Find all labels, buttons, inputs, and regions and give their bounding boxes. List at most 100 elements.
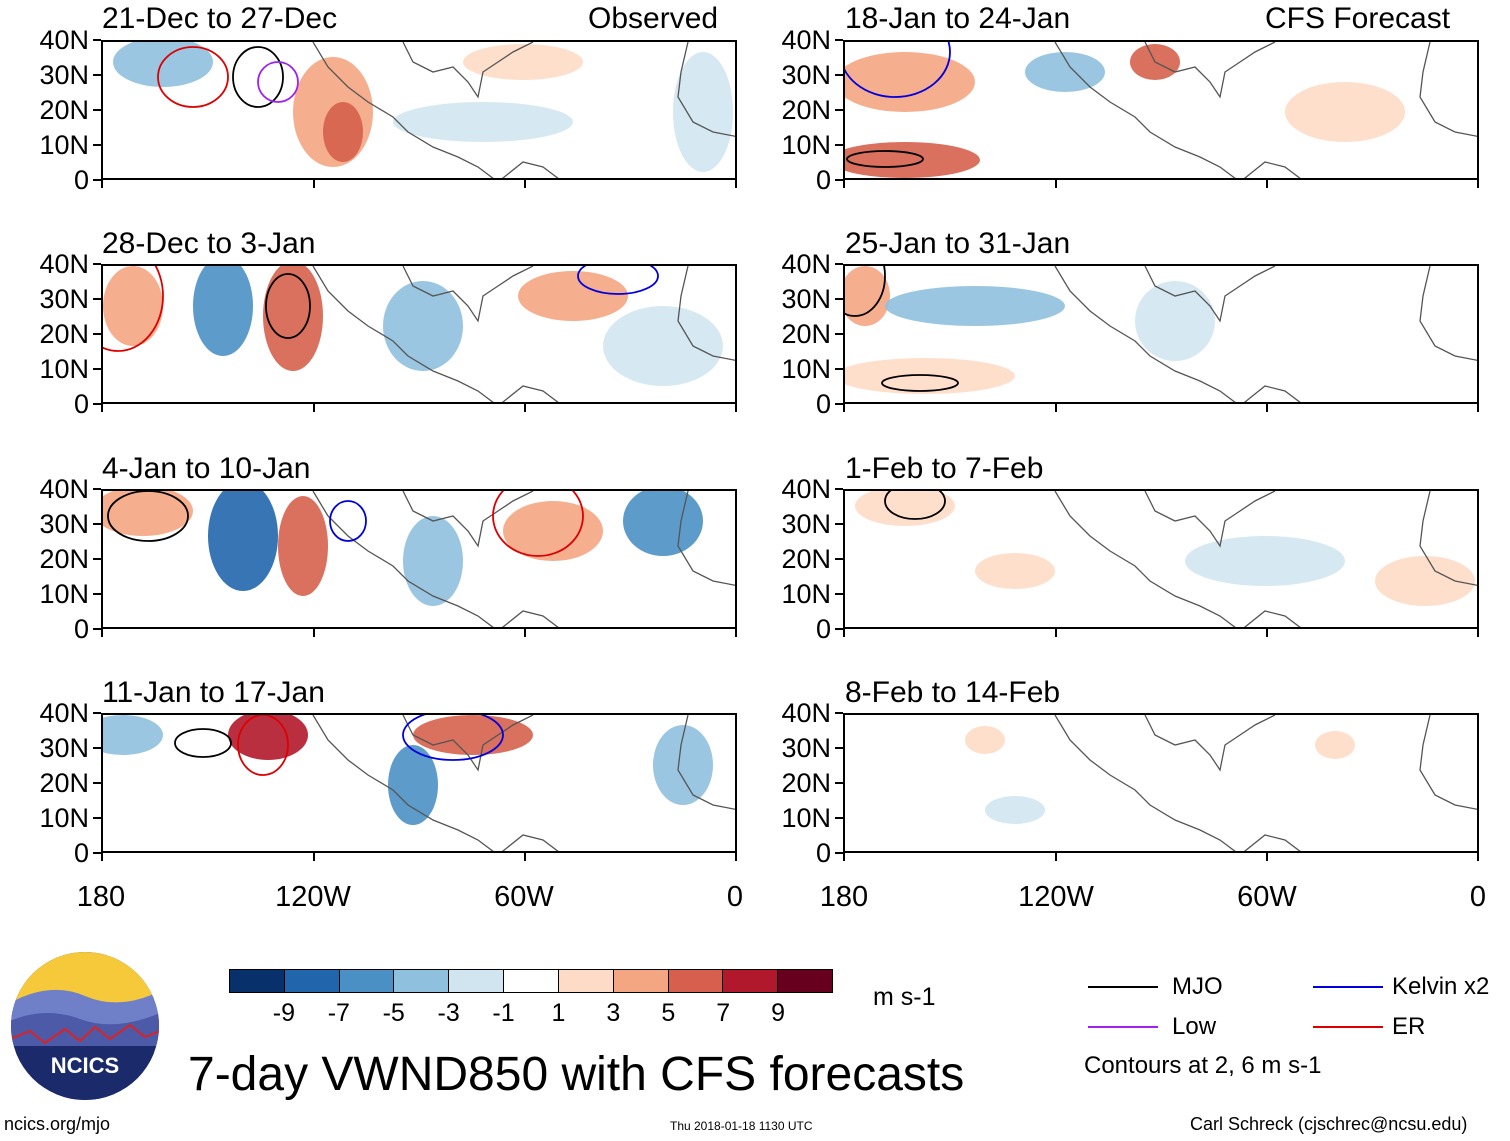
colorbar (229, 969, 833, 993)
lon-tick (1266, 180, 1268, 188)
map-plot (843, 40, 1479, 180)
colorbar-swatch (558, 970, 614, 992)
panel-title: 25-Jan to 31-Jan (845, 227, 1071, 260)
lon-tick (735, 404, 737, 412)
lat-tick (93, 593, 101, 595)
colorbar-label: 7 (716, 999, 731, 1027)
lon-label: 180 (76, 881, 126, 913)
colorbar-swatch (778, 970, 832, 992)
map-panel: 40N 30N 20N 10N 0 (39, 251, 737, 418)
lon-tick (313, 180, 315, 188)
map-plot (101, 713, 737, 853)
anomaly-shading (603, 306, 723, 386)
legend-kelvin-label: Kelvin x2 (1392, 973, 1490, 1000)
anomaly-shading (845, 266, 890, 326)
lat-label: 20N (781, 319, 831, 349)
lat-label: 30N (39, 733, 89, 763)
lon-tick (735, 180, 737, 188)
colorbar-swatch (394, 970, 450, 992)
lat-tick (835, 488, 843, 490)
lat-tick (93, 74, 101, 76)
lat-label: 20N (39, 768, 89, 798)
lat-label: 20N (39, 544, 89, 574)
map-panel: 40N 30N 20N 10N 0 (781, 700, 1479, 867)
wind-anomaly-map (103, 715, 735, 851)
lon-tick (101, 629, 103, 637)
colorbar-label: 1 (551, 999, 566, 1027)
lat-tick (93, 39, 101, 41)
colorbar-units: m s-1 (873, 983, 936, 1011)
colorbar-swatch (339, 970, 395, 992)
wave-contour (174, 728, 232, 758)
lat-tick (835, 628, 843, 630)
lat-label: 40N (781, 249, 831, 279)
coastline (1054, 42, 1477, 178)
anomaly-shading (393, 102, 573, 142)
lon-tick (1266, 629, 1268, 637)
panel-title: 4-Jan to 10-Jan (102, 452, 311, 485)
coastline (1054, 266, 1477, 402)
anomaly-shading (113, 42, 213, 87)
wave-contour (257, 61, 299, 103)
lat-tick (835, 333, 843, 335)
lat-label: 40N (781, 25, 831, 55)
lon-tick (524, 629, 526, 637)
lat-tick (835, 298, 843, 300)
coastline (312, 491, 735, 627)
lat-label: 0 (815, 389, 831, 419)
map-panel: 40N 30N 20N 10N 0 (39, 476, 737, 643)
panel-title: 11-Jan to 17-Jan (102, 676, 325, 709)
lon-tick (313, 629, 315, 637)
lat-tick (835, 852, 843, 854)
colorbar-swatch (504, 970, 559, 992)
colorbar-swatch (723, 970, 779, 992)
anomaly-shading (278, 496, 328, 596)
lat-label: 0 (73, 165, 89, 195)
lon-tick (101, 404, 103, 412)
lon-label: 60W (494, 881, 554, 913)
colorbar-label: -9 (272, 999, 296, 1027)
footer-url: ncics.org/mjo (4, 1114, 111, 1134)
lat-tick (835, 179, 843, 181)
lat-tick (93, 747, 101, 749)
wave-contour (881, 374, 959, 392)
lat-label: 40N (39, 25, 89, 55)
legend-low-line (1088, 1026, 1158, 1028)
lat-label: 10N (39, 130, 89, 160)
legend-mjo-line (1088, 986, 1158, 988)
anomaly-shading (855, 491, 955, 526)
lat-label: 10N (781, 354, 831, 384)
lat-label: 10N (781, 130, 831, 160)
lat-tick (93, 179, 101, 181)
coastline (312, 266, 735, 402)
anomaly-shading (845, 52, 975, 112)
lat-tick (93, 817, 101, 819)
wave-contour (492, 491, 584, 557)
lat-label: 20N (781, 768, 831, 798)
lat-tick (93, 263, 101, 265)
wind-anomaly-map (845, 266, 1477, 402)
lon-tick (843, 629, 845, 637)
lat-tick (93, 558, 101, 560)
wind-anomaly-map (845, 42, 1477, 178)
lon-tick (1266, 404, 1268, 412)
lon-label: 60W (1237, 881, 1297, 913)
anomaly-shading (1315, 731, 1355, 759)
lon-tick (843, 404, 845, 412)
lon-tick (524, 180, 526, 188)
lat-tick (93, 333, 101, 335)
map-plot (101, 489, 737, 629)
legend-er-line (1313, 1026, 1383, 1028)
lat-tick (835, 593, 843, 595)
legend-kelvin-line (1313, 986, 1383, 988)
anomaly-shading (193, 266, 253, 356)
colorbar-swatch (449, 970, 505, 992)
lat-label: 30N (39, 60, 89, 90)
anomaly-shading (845, 142, 980, 178)
lat-label: 40N (781, 474, 831, 504)
anomaly-shading (623, 491, 703, 556)
column-label-observed: Observed (588, 2, 719, 35)
lon-tick (1477, 629, 1479, 637)
wave-contour (157, 46, 229, 108)
panel-title: 28-Dec to 3-Jan (102, 227, 316, 260)
